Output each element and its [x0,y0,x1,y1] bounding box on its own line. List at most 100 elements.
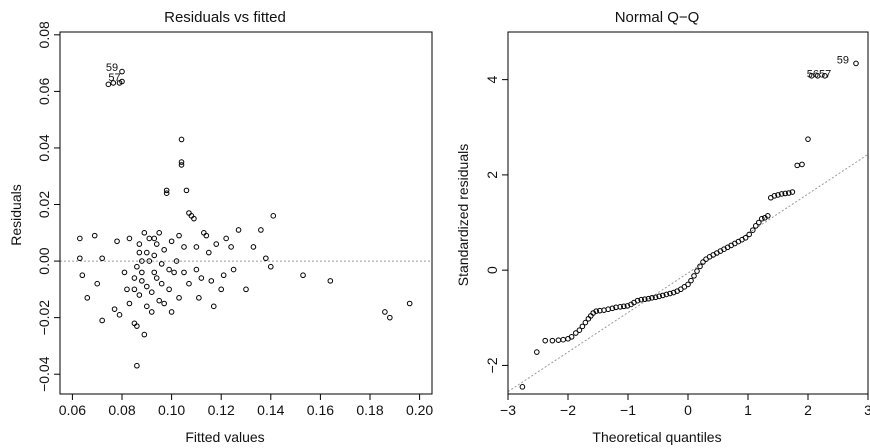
right-data-point [519,384,526,390]
left-data-point [235,227,242,233]
left-data-point [134,362,140,369]
left-y-axis-label: Residuals [8,184,24,245]
left-data-point [136,292,143,298]
right-data-point [746,231,753,238]
left-data-point [327,278,334,284]
right-y-tick-label: 0 [484,266,500,274]
left-plot-frame [59,31,433,395]
left-data-point [161,246,167,253]
left-data-point [119,68,125,75]
left-data-point [243,286,249,293]
right-data-point [786,190,792,196]
right-data-point [549,337,556,344]
right-data-point [756,219,762,226]
left-data-point [193,244,200,250]
left-data-point [382,309,388,315]
right-x-tick-label: −3 [500,402,516,418]
left-data-point [181,244,187,250]
left-data-point [213,241,220,247]
left-data-point [119,78,125,85]
right-data-point [805,136,811,142]
left-data-point [228,244,234,250]
left-data-point [218,286,224,293]
left-data-point [131,275,138,281]
left-data-point [91,232,98,239]
right-data-point [617,304,624,310]
right-x-tick-label: 0 [684,402,692,418]
left-data-point [134,323,140,329]
left-data-point [121,269,128,276]
left-data-point [146,235,153,242]
left-data-point [156,297,162,304]
right-data-point [822,73,828,79]
left-data-point [136,241,143,247]
left-data-point [166,286,172,293]
left-data-point [144,303,150,310]
right-data-point [765,213,771,219]
left-data-point [176,295,182,301]
left-data-point [151,269,158,276]
left-data-point [387,314,393,321]
left-data-point [166,266,172,273]
left-data-point [300,272,306,279]
right-data-point [642,296,648,303]
right-data-point [568,334,575,340]
left-data-point [110,80,117,86]
right-plot-frame [507,31,869,395]
left-data-point [223,235,229,242]
left-data-point [126,300,133,307]
left-y-tick-label: −0.02 [36,300,52,336]
residuals-vs-fitted-panel: Residuals vs fitted Fitted values Residu… [8,9,433,445]
left-data-point [148,309,155,315]
left-data-point [141,331,148,338]
right-data-point [753,223,759,229]
right-data-point [663,291,670,298]
right-reference-line [507,153,869,393]
left-data-point [230,266,237,273]
right-data-point [750,227,756,233]
left-data-point [178,136,185,143]
left-data-point [173,258,180,264]
left-y-tick-label: 0.08 [36,21,52,48]
left-data-point [144,283,150,290]
left-data-point [111,306,118,312]
left-data-point [168,238,175,245]
left-data-point [171,269,177,276]
right-data-point [742,234,749,241]
left-data-point [151,252,158,259]
right-data-point [782,190,789,197]
left-data-point [94,280,100,287]
right-data-point [656,293,663,300]
left-x-tick-label: 0.20 [406,402,433,418]
left-data-point [99,255,105,262]
left-data-point [105,81,112,88]
left-data-point [131,286,138,293]
left-data-point [84,295,91,301]
left-data-point [146,258,153,264]
left-data-point [406,300,413,307]
left-data-point [79,272,86,279]
left-data-point [114,238,120,245]
left-data-point [153,275,160,281]
left-data-point [126,235,133,242]
left-data-point [141,229,148,236]
left-x-axis-label: Fitted values [185,429,264,445]
right-x-tick-label: −1 [620,402,636,418]
left-y-tick-label: 0.04 [36,134,52,161]
left-data-point [176,232,182,239]
left-point-annotation: 57 [108,72,120,84]
right-data-point [645,295,652,302]
left-data-point [163,190,170,197]
right-data-point [609,305,616,312]
right-data-point [700,259,706,265]
normal-qq-panel: Normal Q−Q Theoretical quantiles Standar… [455,9,870,445]
right-data-point [593,308,600,314]
left-data-point [77,255,83,262]
right-x-tick-label: −2 [560,402,576,418]
right-data-point [652,294,659,301]
left-data-point [186,280,192,287]
left-data-point [163,187,170,194]
right-data-point [579,323,586,330]
left-data-point [77,235,83,242]
right-data-point [808,73,815,79]
